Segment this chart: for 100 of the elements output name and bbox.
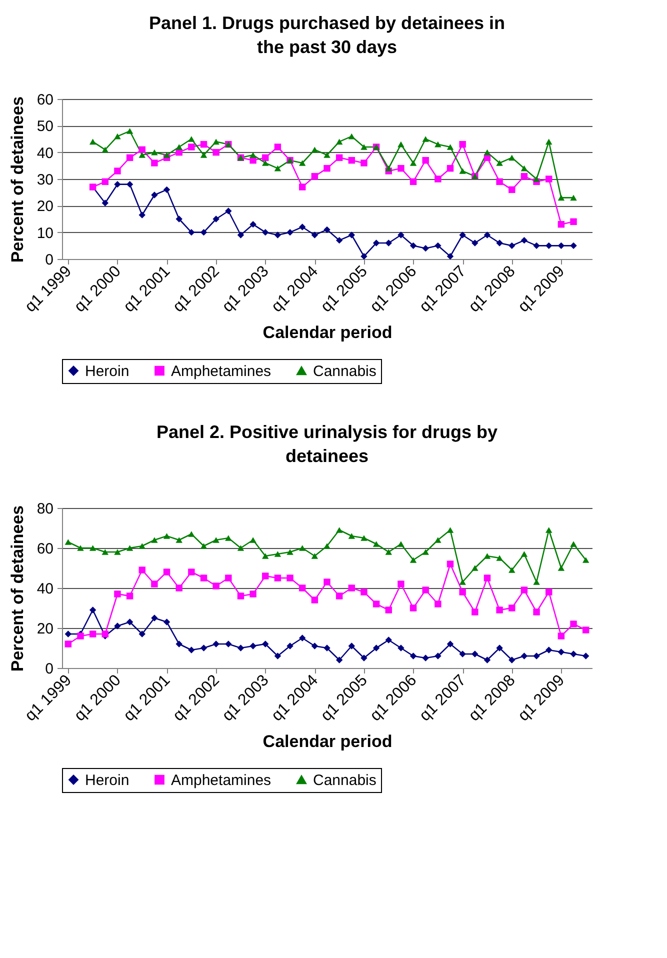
point (459, 168, 466, 174)
y-tick-label: 0 (45, 252, 54, 268)
point (558, 242, 565, 250)
point (446, 252, 454, 260)
point (262, 572, 269, 580)
point (188, 531, 195, 537)
point (484, 656, 491, 664)
point (324, 644, 330, 652)
point (151, 160, 158, 166)
point (102, 146, 108, 153)
point (570, 650, 577, 658)
y-axis-title: Percent of detainees (8, 96, 27, 263)
y-tick-label: 10 (36, 224, 54, 242)
point (126, 545, 134, 551)
point (176, 144, 182, 150)
point (188, 568, 195, 576)
point (298, 224, 306, 230)
point (372, 644, 380, 652)
point (200, 152, 208, 158)
point (472, 240, 478, 246)
point (237, 644, 244, 652)
point (114, 549, 121, 555)
point (274, 165, 282, 172)
legend-label: Amphetamines (171, 362, 272, 380)
point (336, 592, 343, 600)
point (126, 180, 134, 188)
point (570, 620, 577, 628)
point (459, 650, 466, 658)
point (508, 604, 516, 612)
point (237, 545, 244, 551)
point (546, 242, 552, 250)
point (446, 560, 454, 568)
point (533, 176, 540, 182)
point (520, 586, 528, 594)
point (472, 565, 478, 571)
point (212, 216, 220, 222)
y-axis-title: Percent of detainees (8, 505, 27, 672)
point (89, 606, 96, 614)
point (250, 590, 256, 598)
point (348, 584, 356, 592)
point (114, 590, 121, 598)
point (274, 551, 282, 557)
point (188, 136, 195, 142)
point (114, 168, 121, 174)
point (533, 242, 540, 250)
legend-label: Cannabis (313, 362, 376, 380)
point (311, 553, 318, 559)
point (422, 549, 429, 555)
legend-label: Heroin (85, 362, 130, 380)
y-tick-label: 60 (36, 92, 54, 108)
point (64, 630, 72, 638)
point (360, 654, 368, 662)
y-tick-label: 50 (36, 118, 54, 136)
point (508, 242, 516, 250)
point (225, 208, 232, 214)
point (212, 537, 220, 543)
point (459, 140, 466, 148)
chart-title: Panel 2. Positive urinalysis for drugs by detainees (156, 422, 498, 466)
point (200, 574, 208, 582)
point (138, 146, 146, 154)
point (484, 149, 491, 156)
point (138, 566, 146, 574)
point (398, 141, 404, 148)
y-tick-label: 0 (45, 660, 54, 678)
point (298, 184, 306, 190)
point (151, 149, 158, 156)
point (200, 140, 208, 148)
point (508, 186, 516, 194)
point (410, 604, 417, 612)
point (546, 138, 552, 145)
point (114, 180, 121, 188)
point (212, 582, 220, 590)
point (459, 579, 466, 585)
point (496, 240, 503, 246)
point (508, 154, 516, 161)
point (126, 128, 134, 134)
point (582, 557, 590, 563)
point (422, 654, 429, 662)
point (151, 192, 158, 198)
point (546, 588, 552, 596)
point (496, 555, 503, 561)
point (520, 551, 528, 557)
point (114, 133, 121, 140)
point (372, 600, 380, 608)
point (520, 236, 528, 244)
point (102, 549, 108, 555)
point (360, 252, 368, 260)
point (324, 152, 330, 158)
point (225, 640, 232, 648)
y-tick-label: 80 (36, 500, 54, 518)
point (102, 200, 108, 206)
point (324, 578, 330, 586)
point (372, 240, 380, 246)
point (533, 652, 540, 660)
chart-title: Panel 1. Drugs purchased by detainees in the past 30 days (148, 13, 506, 57)
point (484, 232, 491, 238)
point (163, 618, 170, 626)
point (546, 527, 552, 533)
point (508, 656, 516, 664)
point (422, 156, 429, 164)
